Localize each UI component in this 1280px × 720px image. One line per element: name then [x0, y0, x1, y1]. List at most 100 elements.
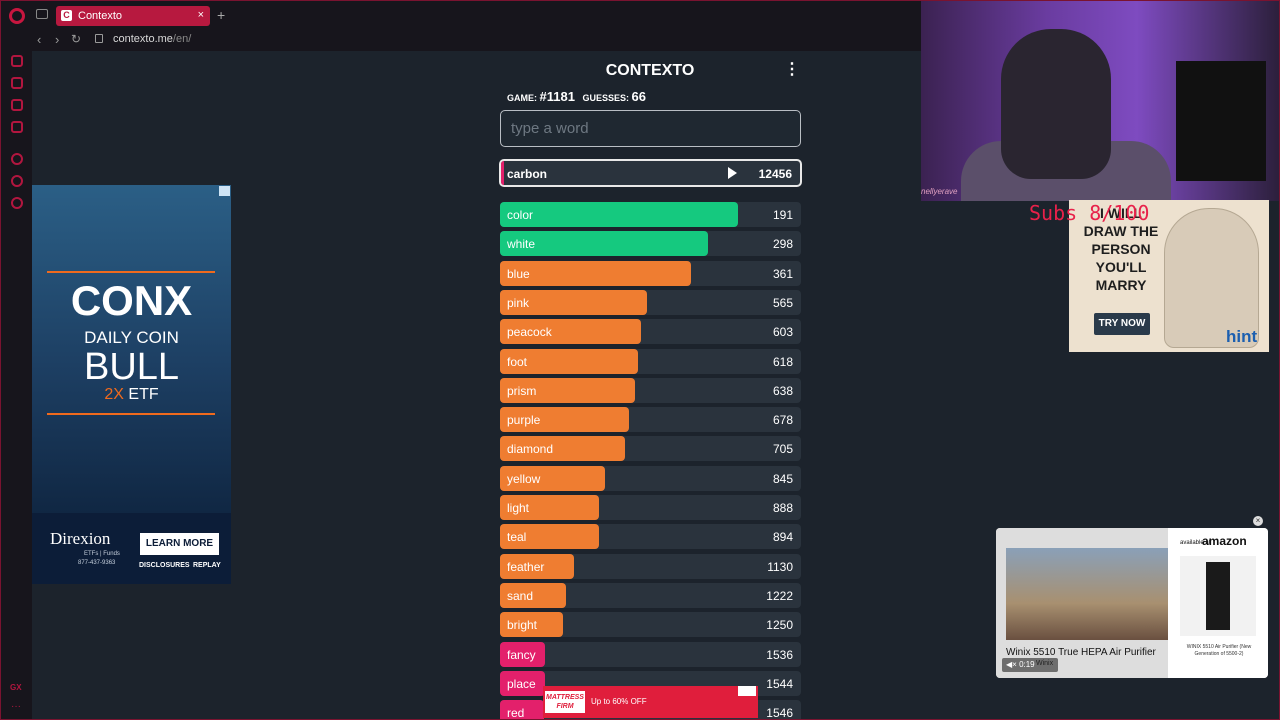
guess-bar — [500, 319, 641, 344]
ad-divider — [47, 271, 215, 273]
mattress-firm-logo: MATTRESS FIRM — [545, 691, 585, 713]
replay-link[interactable]: REPLAY — [193, 562, 221, 569]
guess-row: foot 618 — [500, 349, 801, 374]
reload-button[interactable]: ↻ — [71, 32, 82, 46]
guess-word: light — [507, 501, 530, 515]
guess-word: purple — [507, 413, 541, 427]
guess-rank: 845 — [772, 472, 793, 486]
tab-contexto[interactable]: C Contexto × — [56, 6, 210, 26]
subs-goal: Subs 8/100 — [1029, 201, 1150, 225]
guess-list: color 191 white 298 blue 361 pink 565 peacock 603… — [500, 202, 801, 719]
video-controls[interactable]: ◀× 0:19 — [1002, 658, 1058, 672]
guess-word: diamond — [507, 442, 554, 456]
ad-divider — [47, 413, 215, 415]
url-path: /en/ — [172, 33, 192, 45]
last-guess-rank: 12456 — [758, 167, 792, 181]
guess-word: pink — [507, 296, 530, 310]
guess-bar — [500, 612, 563, 637]
back-button[interactable]: ‹ — [37, 32, 42, 47]
more-icon[interactable]: ··· — [11, 701, 21, 712]
guess-rank: 705 — [772, 442, 793, 456]
ad-offer-text: Up to 60% OFF — [591, 697, 647, 706]
disclosures-link[interactable]: DISCLOSURES — [139, 562, 190, 569]
forward-button[interactable]: › — [55, 32, 60, 47]
last-guess-bar — [501, 161, 504, 185]
guess-rank: 1222 — [766, 589, 793, 603]
player-icon[interactable] — [11, 153, 23, 165]
guess-word: color — [507, 208, 534, 222]
ad-bull: BULL — [83, 346, 180, 388]
learn-more-button[interactable]: LEARN MORE — [140, 533, 219, 555]
guess-rank: 361 — [772, 267, 793, 281]
guess-bar — [500, 524, 599, 549]
video-time: 0:19 — [1019, 660, 1035, 669]
word-input[interactable] — [500, 110, 801, 147]
last-guess-row: carbon 12456 — [499, 159, 802, 187]
guess-bar — [500, 466, 605, 491]
mute-icon[interactable]: ◀× — [1006, 660, 1017, 669]
url-field[interactable]: contexto.me/en/ — [113, 33, 191, 45]
lock-icon[interactable] — [95, 34, 103, 43]
menu-icon[interactable]: ⋮ — [784, 61, 800, 78]
favicon-icon: C — [61, 10, 72, 21]
ad-info-icon[interactable] — [219, 186, 230, 196]
opera-logo-icon[interactable] — [9, 8, 25, 24]
guess-row: pink 565 — [500, 290, 801, 315]
guess-row: blue 361 — [500, 261, 801, 286]
guess-rank: 678 — [772, 413, 793, 427]
try-now-button[interactable]: TRY NOW — [1094, 313, 1150, 335]
amazon-ad[interactable]: Winix 5510 True HEPA Air Purifier Winix … — [996, 528, 1268, 678]
store-icon[interactable] — [11, 77, 23, 89]
product-image[interactable] — [1180, 556, 1256, 636]
close-tab-icon[interactable]: × — [197, 9, 204, 21]
history-icon[interactable] — [11, 175, 23, 187]
game-info: GAME: #1181 GUESSES: 66 — [507, 89, 646, 104]
guess-rank: 1536 — [766, 648, 793, 662]
hint-ad[interactable]: I WILL DRAW THE PERSON YOU'LL MARRY TRY … — [1069, 200, 1269, 352]
guess-bar — [500, 671, 545, 696]
guess-bar — [500, 290, 647, 315]
close-ad-icon[interactable]: × — [1253, 516, 1263, 526]
mattress-firm-ad[interactable]: MATTRESS FIRM Up to 60% OFF — [543, 686, 758, 718]
guess-bar — [500, 436, 625, 461]
twitch-icon[interactable] — [11, 99, 23, 111]
hint-portrait — [1164, 208, 1259, 348]
guess-row: teal 894 — [500, 524, 801, 549]
guess-row: prism 638 — [500, 378, 801, 403]
ad-etf-label: ETF — [128, 386, 159, 403]
guess-rank: 894 — [772, 530, 793, 544]
tab-switcher-icon[interactable] — [36, 9, 48, 19]
conx-ad[interactable]: CONX DAILY COIN BULL 2X ETF Direxion ETF… — [32, 185, 231, 584]
settings-gear-icon[interactable] — [11, 197, 23, 209]
guess-word: bright — [507, 618, 538, 632]
amazon-product-panel[interactable]: available at amazon WINIX 5510 Air Purif… — [1170, 528, 1268, 678]
new-tab-button[interactable]: + — [217, 7, 226, 23]
mouse-cursor-icon — [728, 167, 737, 179]
guess-word: foot — [507, 355, 528, 369]
air-purifier-image — [1206, 562, 1230, 630]
guess-row: feather 1130 — [500, 554, 801, 579]
guess-bar — [500, 700, 544, 719]
guess-row: yellow 845 — [500, 466, 801, 491]
guess-bar — [500, 202, 738, 227]
guess-word: peacock — [507, 325, 552, 339]
speed-dial-icon[interactable] — [11, 55, 23, 67]
guess-bar — [500, 349, 638, 374]
game-number: #1181 — [539, 89, 575, 104]
guess-rank: 298 — [772, 237, 793, 251]
guesses-label: GUESSES: — [582, 93, 629, 103]
last-guess-word: carbon — [507, 167, 548, 181]
ad-video[interactable]: Winix 5510 True HEPA Air Purifier Winix … — [996, 528, 1168, 678]
guess-row: light 888 — [500, 495, 801, 520]
guess-word: fancy — [507, 648, 536, 662]
ad-info-icon[interactable] — [738, 686, 756, 696]
guess-word: yellow — [507, 472, 541, 486]
gx-label[interactable]: GX — [10, 683, 22, 692]
messenger-icon[interactable] — [11, 121, 23, 133]
ad-subhead: DAILY COIN — [84, 328, 179, 347]
ad-headline: CONX — [70, 277, 193, 324]
guess-row: color 191 — [500, 202, 801, 227]
guess-rank: 888 — [772, 501, 793, 515]
guess-rank: 638 — [772, 384, 793, 398]
